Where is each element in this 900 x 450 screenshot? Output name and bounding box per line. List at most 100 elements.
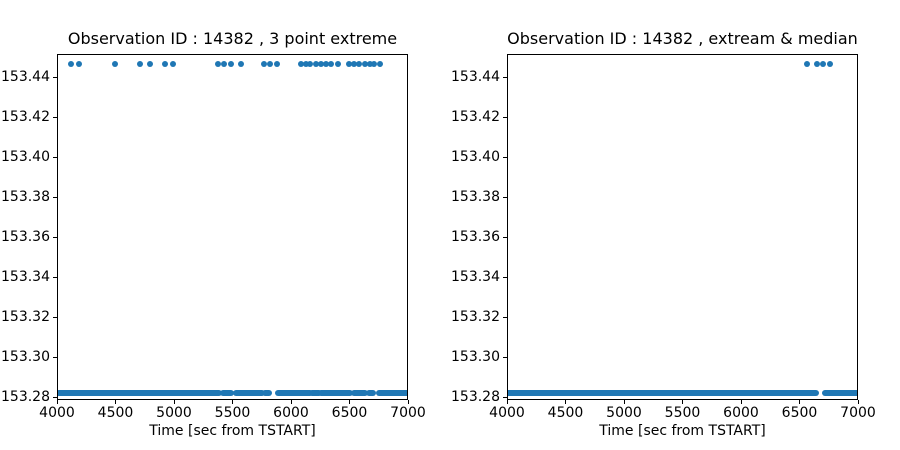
data-point: [804, 61, 811, 67]
right-plot: Observation ID : 14382 , extream & media…: [451, 29, 876, 439]
y-tick-label: 153.40: [451, 149, 500, 165]
x-tick-mark: [290, 400, 292, 404]
data-point: [68, 61, 75, 67]
data-point: [237, 61, 244, 67]
x-tick-mark: [565, 400, 566, 404]
y-tick-label: 153.28: [451, 389, 500, 405]
plot-title: Observation ID : 14382 , extream & media…: [507, 29, 858, 48]
y-tick-mark: [503, 116, 507, 118]
y-tick-mark: [503, 156, 507, 158]
x-tick-mark: [56, 400, 58, 404]
data-point: [112, 61, 119, 67]
data-segment: [261, 390, 273, 396]
x-tick-label: 5000: [606, 405, 642, 421]
data-point: [260, 61, 267, 67]
plot-title: Observation ID : 14382 , 3 point extreme: [67, 29, 398, 48]
data-point: [76, 61, 83, 67]
y-tick-label: 153.36: [451, 229, 500, 245]
x-tick-label: 6500: [781, 405, 818, 421]
x-tick-mark: [407, 400, 409, 404]
data-point: [366, 61, 373, 67]
data-point: [351, 61, 357, 67]
y-tick-label: 153.42: [451, 109, 500, 125]
data-point: [317, 61, 324, 67]
plot-area: [57, 54, 408, 400]
y-tick-label: 153.30: [1, 349, 50, 365]
data-segment: [821, 390, 857, 396]
data-segment: [375, 390, 407, 396]
data-point: [162, 61, 169, 67]
data-point: [227, 61, 234, 67]
x-tick-mark: [682, 400, 683, 404]
x-tick-label: 4500: [547, 405, 584, 421]
y-tick-label: 153.44: [451, 69, 500, 85]
data-segment: [58, 390, 222, 396]
left-plot: Observation ID : 14382 , 3 point extreme…: [1, 29, 426, 439]
data-point: [361, 61, 368, 67]
y-tick-mark: [503, 396, 507, 398]
x-tick-mark: [623, 400, 625, 404]
y-tick-label: 153.38: [451, 189, 500, 205]
y-tick-label: 153.30: [451, 349, 500, 365]
y-tick-mark: [53, 76, 57, 78]
x-tick-mark: [232, 400, 233, 404]
x-tick-label: 4000: [489, 405, 525, 421]
x-tick-label: 5500: [664, 405, 701, 421]
data-point: [267, 61, 274, 67]
data-point: [322, 61, 329, 67]
x-tick-mark: [115, 400, 116, 404]
x-tick-label: 6000: [723, 405, 759, 421]
y-tick-mark: [53, 316, 57, 318]
data-point: [345, 61, 352, 67]
x-tick-mark: [799, 400, 800, 404]
y-tick-mark: [503, 276, 507, 278]
data-point: [298, 61, 305, 67]
x-tick-label: 4500: [97, 405, 134, 421]
y-tick-label: 153.28: [1, 389, 50, 405]
y-tick-mark: [53, 116, 57, 118]
data-point: [221, 61, 228, 67]
data-point: [307, 61, 314, 67]
x-tick-mark: [740, 400, 742, 404]
x-tick-mark: [506, 400, 508, 404]
data-point: [214, 61, 221, 67]
data-segment: [308, 390, 322, 396]
y-tick-mark: [53, 196, 57, 198]
x-axis-label: Time [sec from TSTART]: [599, 423, 766, 439]
x-tick-label: 5000: [156, 405, 192, 421]
x-tick-mark: [857, 400, 859, 404]
x-tick-label: 6000: [273, 405, 309, 421]
y-tick-label: 153.34: [1, 269, 50, 285]
x-axis-label: Time [sec from TSTART]: [149, 423, 316, 439]
y-tick-mark: [503, 76, 507, 78]
data-point: [826, 61, 833, 67]
data-point: [370, 61, 377, 67]
y-tick-mark: [53, 236, 57, 238]
x-tick-label: 6500: [331, 405, 368, 421]
data-point: [356, 61, 363, 67]
data-segment: [219, 390, 235, 396]
y-tick-label: 153.38: [1, 189, 50, 205]
data-point: [327, 61, 334, 67]
x-tick-mark: [173, 400, 175, 404]
data-point: [170, 61, 177, 67]
plot-area: [507, 54, 858, 400]
y-tick-mark: [53, 156, 57, 158]
data-point: [146, 61, 153, 67]
data-segment: [318, 390, 354, 396]
data-segment: [232, 390, 266, 396]
data-point: [303, 61, 310, 67]
y-tick-label: 153.36: [1, 229, 50, 245]
y-tick-label: 153.32: [451, 309, 500, 325]
y-tick-mark: [503, 316, 507, 318]
data-segment: [274, 390, 313, 396]
data-segment: [508, 390, 819, 396]
y-tick-mark: [53, 276, 57, 278]
x-tick-mark: [349, 400, 350, 404]
y-tick-mark: [503, 236, 507, 238]
x-tick-label: 4000: [39, 405, 75, 421]
y-tick-label: 153.42: [1, 109, 50, 125]
data-point: [312, 61, 319, 67]
y-tick-label: 153.34: [451, 269, 500, 285]
